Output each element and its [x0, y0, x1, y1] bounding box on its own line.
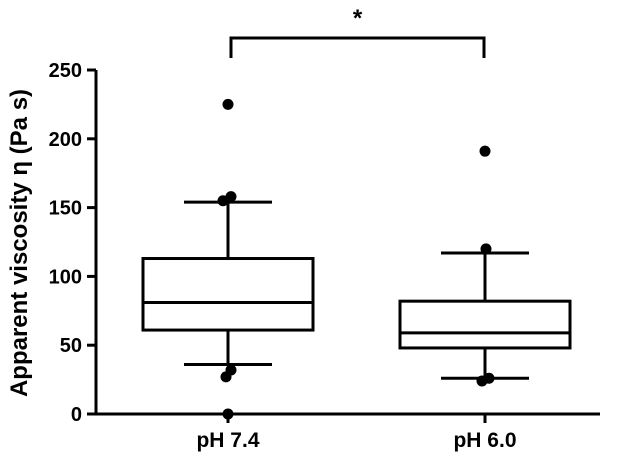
x-tick-label: pH 7.4 — [196, 429, 259, 452]
x-tick-label: pH 6.0 — [453, 429, 516, 452]
outlier-point — [480, 243, 492, 255]
significance-annotation: * — [229, 5, 486, 58]
significance-star: * — [353, 5, 363, 32]
outlier-point — [225, 364, 237, 376]
outliers-layer — [217, 98, 495, 420]
y-tick-label: 0 — [71, 404, 82, 426]
x-axis: pH 7.4 pH 6.0 — [96, 412, 600, 452]
y-tick-label: 50 — [60, 335, 82, 357]
box-group — [398, 251, 572, 380]
box — [141, 257, 315, 332]
boxes-layer — [141, 200, 572, 380]
outlier-point — [479, 145, 491, 157]
y-axis: 0 50 100 150 200 250 — [49, 60, 98, 426]
y-tick-label: 100 — [49, 266, 82, 288]
box-group — [141, 200, 315, 366]
outlier-point — [222, 98, 234, 110]
outlier-point — [225, 191, 237, 203]
y-tick-label: 150 — [49, 198, 82, 220]
y-axis-label: Apparent viscosity η (Pa s) — [6, 89, 33, 397]
y-tick-label: 250 — [49, 60, 82, 82]
significance-bracket — [229, 36, 486, 58]
outlier-point — [483, 372, 495, 384]
box — [398, 299, 572, 350]
y-tick-label: 200 — [49, 129, 82, 151]
outlier-point — [222, 408, 234, 420]
